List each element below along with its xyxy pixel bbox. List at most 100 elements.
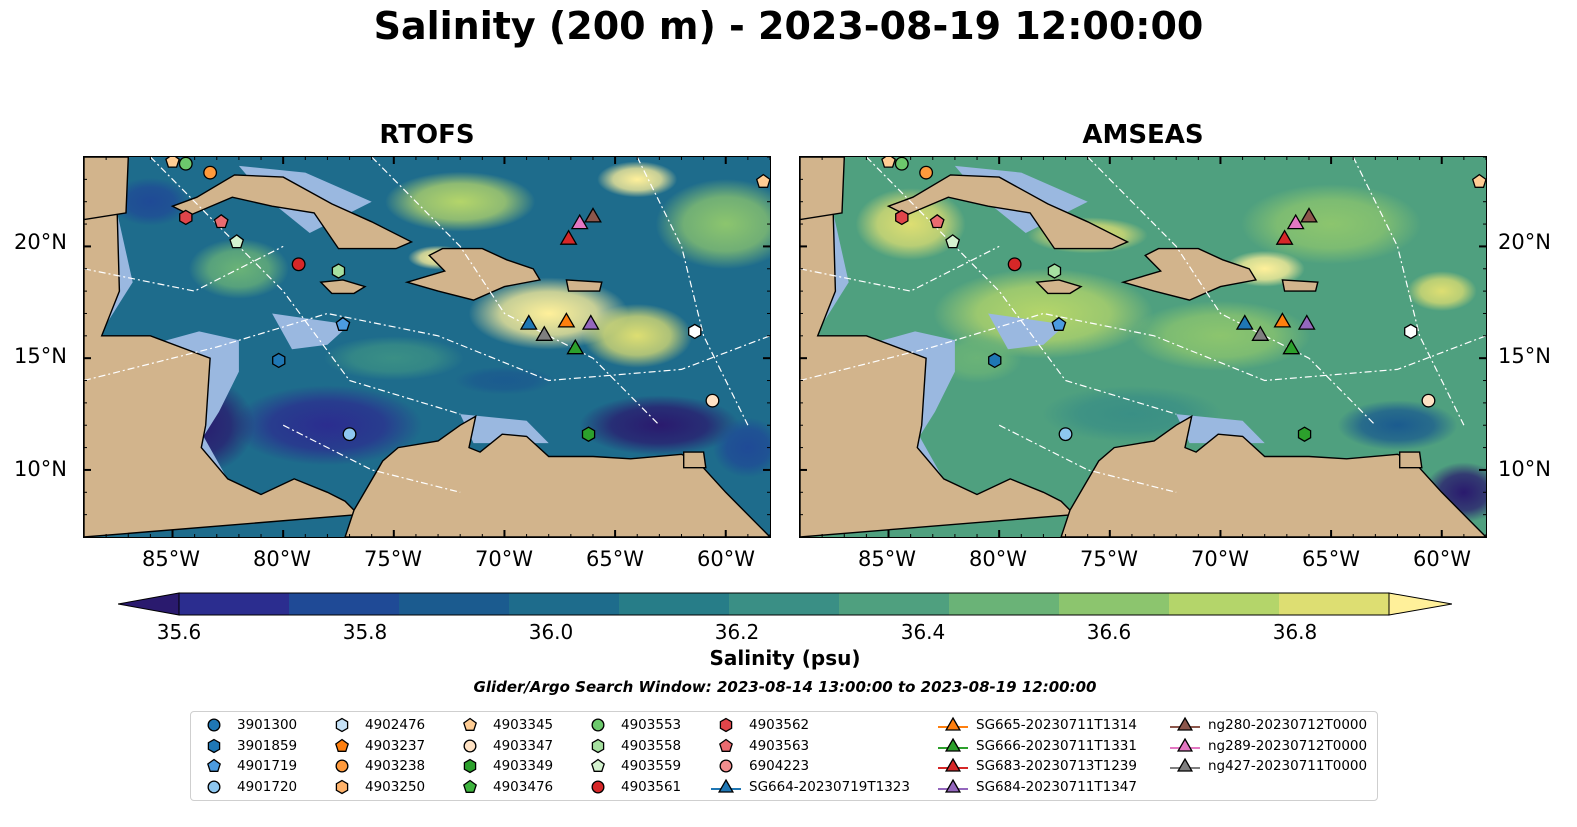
platform-marker-4902476[interactable] bbox=[688, 323, 702, 340]
lat-tick-label: 10°N bbox=[14, 457, 67, 481]
platform-marker-4903349[interactable] bbox=[581, 426, 596, 442]
platform-marker-SG665-20230711T1314[interactable] bbox=[1273, 312, 1292, 328]
platform-marker-4903347[interactable] bbox=[705, 393, 720, 408]
platform-marker-4902476[interactable] bbox=[1404, 323, 1418, 340]
legend-marker[interactable] bbox=[591, 758, 605, 772]
legend-marker[interactable] bbox=[207, 718, 221, 732]
eez-boundary bbox=[84, 312, 770, 382]
platform-marker-4903553[interactable] bbox=[178, 157, 193, 171]
platform-marker-4903553[interactable] bbox=[894, 157, 909, 171]
salinity-patch bbox=[1406, 271, 1477, 312]
legend-marker[interactable] bbox=[719, 717, 733, 733]
platform-marker-4903561[interactable] bbox=[1007, 257, 1022, 272]
platform-marker-SG683-20230713T1239[interactable] bbox=[1275, 229, 1294, 245]
platform-marker-ng427-20230711T0000[interactable] bbox=[1251, 325, 1270, 341]
legend-marker[interactable] bbox=[335, 717, 349, 733]
legend-label: 4901720 bbox=[237, 778, 298, 795]
platform-marker-4901720[interactable] bbox=[342, 427, 357, 442]
platform-marker-SG666-20230711T1331[interactable] bbox=[1282, 338, 1301, 355]
platform-marker-4903558[interactable] bbox=[331, 263, 346, 279]
legend-marker[interactable] bbox=[463, 717, 477, 731]
legend-marker[interactable] bbox=[335, 759, 349, 773]
legend-entry-4903559: 4903559 bbox=[581, 756, 681, 776]
legend-marker[interactable] bbox=[944, 757, 962, 772]
colorbar-tick-label: 36.8 bbox=[1272, 620, 1318, 644]
hexagon-icon bbox=[335, 717, 349, 733]
platform-marker-4903238[interactable] bbox=[919, 165, 934, 180]
platform-marker-4903238[interactable] bbox=[203, 165, 218, 180]
legend-marker[interactable] bbox=[1176, 757, 1194, 772]
platform-marker-4903347[interactable] bbox=[1421, 393, 1436, 408]
pentagon-icon bbox=[463, 779, 477, 793]
circle-icon bbox=[591, 780, 605, 793]
platform-marker-4903563[interactable] bbox=[929, 213, 945, 229]
legend-label: 4901719 bbox=[237, 758, 298, 774]
platform-marker-4903345[interactable] bbox=[165, 157, 180, 168]
platform-marker-SG684-20230711T1347[interactable] bbox=[1297, 314, 1316, 330]
legend-entry-SG684-20230711T1347: SG684-20230711T1347 bbox=[936, 777, 1137, 797]
platform-marker-SG683-20230713T1239[interactable] bbox=[559, 229, 578, 245]
platform-marker-4903349[interactable] bbox=[1297, 426, 1312, 442]
salinity-patch bbox=[323, 336, 464, 381]
land-mass bbox=[1281, 279, 1319, 292]
platform-marker-4903345-b[interactable] bbox=[755, 173, 770, 188]
platform-marker-SG666-20230711T1331[interactable] bbox=[566, 338, 585, 355]
platform-marker-SG664-20230719T1323[interactable] bbox=[519, 314, 538, 330]
legend-entry-4903347: 4903347 bbox=[453, 736, 553, 756]
platform-marker-3901859[interactable] bbox=[272, 352, 286, 369]
colorbar-segment bbox=[1279, 593, 1390, 615]
triangle-icon bbox=[1170, 757, 1200, 772]
platform-marker-4903563[interactable] bbox=[213, 213, 229, 229]
platform-marker-ng289-20230712T0000[interactable] bbox=[1286, 213, 1305, 230]
legend-marker[interactable] bbox=[719, 759, 733, 773]
legend-marker[interactable] bbox=[463, 758, 477, 774]
legend-marker[interactable] bbox=[1176, 716, 1194, 731]
platform-marker-ng280-20230712T0000[interactable] bbox=[1300, 207, 1318, 223]
rtofs-salinity-map[interactable] bbox=[83, 156, 771, 538]
legend-marker[interactable] bbox=[591, 718, 605, 732]
platform-marker-4901719[interactable] bbox=[1051, 316, 1067, 331]
amseas-salinity-map[interactable] bbox=[799, 156, 1487, 538]
platform-marker-3901859[interactable] bbox=[988, 352, 1002, 369]
legend-marker[interactable] bbox=[719, 738, 733, 752]
platform-marker-4903562[interactable] bbox=[179, 209, 193, 226]
legend-entry-SG664-20230719T1323: SG664-20230719T1323 bbox=[709, 777, 910, 797]
platform-marker-ng427-20230711T0000[interactable] bbox=[535, 325, 554, 341]
platform-marker-4903558[interactable] bbox=[1047, 263, 1062, 279]
legend-marker[interactable] bbox=[944, 737, 962, 752]
legend-marker[interactable] bbox=[207, 780, 221, 793]
platform-marker-4903562[interactable] bbox=[895, 209, 909, 226]
legend-marker[interactable] bbox=[1176, 737, 1194, 752]
legend-marker[interactable] bbox=[207, 738, 221, 753]
shelf-area bbox=[988, 313, 1066, 350]
legend-marker[interactable] bbox=[335, 779, 349, 794]
circle-icon bbox=[591, 718, 605, 732]
platform-marker-4901720[interactable] bbox=[1058, 427, 1073, 442]
platform-marker-4903345-b[interactable] bbox=[1471, 173, 1486, 188]
salinity-patch bbox=[655, 179, 770, 270]
platform-marker-ng280-20230712T0000[interactable] bbox=[584, 207, 602, 223]
platform-marker-SG684-20230711T1347[interactable] bbox=[581, 314, 600, 330]
legend-marker[interactable] bbox=[591, 780, 605, 793]
legend-marker[interactable] bbox=[207, 758, 221, 772]
colorbar-tick-label: 35.8 bbox=[342, 620, 388, 644]
legend-marker[interactable] bbox=[944, 716, 962, 731]
platform-marker-4901719[interactable] bbox=[335, 316, 351, 331]
platform-marker-4903559[interactable] bbox=[945, 234, 961, 249]
platform-marker-4903559[interactable] bbox=[229, 234, 245, 249]
legend-label: ng280-20230712T0000 bbox=[1208, 717, 1368, 733]
legend-marker[interactable] bbox=[944, 778, 962, 793]
platform-marker-4903561[interactable] bbox=[291, 257, 306, 272]
legend-marker[interactable] bbox=[717, 778, 735, 793]
legend-marker[interactable] bbox=[335, 738, 349, 752]
legend-entry-4903237: 4903237 bbox=[325, 736, 425, 756]
salinity-patch bbox=[597, 161, 678, 198]
legend-marker[interactable] bbox=[463, 739, 477, 752]
legend-marker[interactable] bbox=[591, 738, 605, 753]
platform-marker-4903345[interactable] bbox=[881, 157, 896, 168]
platform-marker-SG665-20230711T1314[interactable] bbox=[557, 312, 576, 328]
legend-marker[interactable] bbox=[463, 779, 477, 793]
platform-marker-SG664-20230719T1323[interactable] bbox=[1235, 314, 1254, 330]
salinity-patch bbox=[855, 188, 966, 261]
platform-marker-ng289-20230712T0000[interactable] bbox=[570, 213, 589, 230]
